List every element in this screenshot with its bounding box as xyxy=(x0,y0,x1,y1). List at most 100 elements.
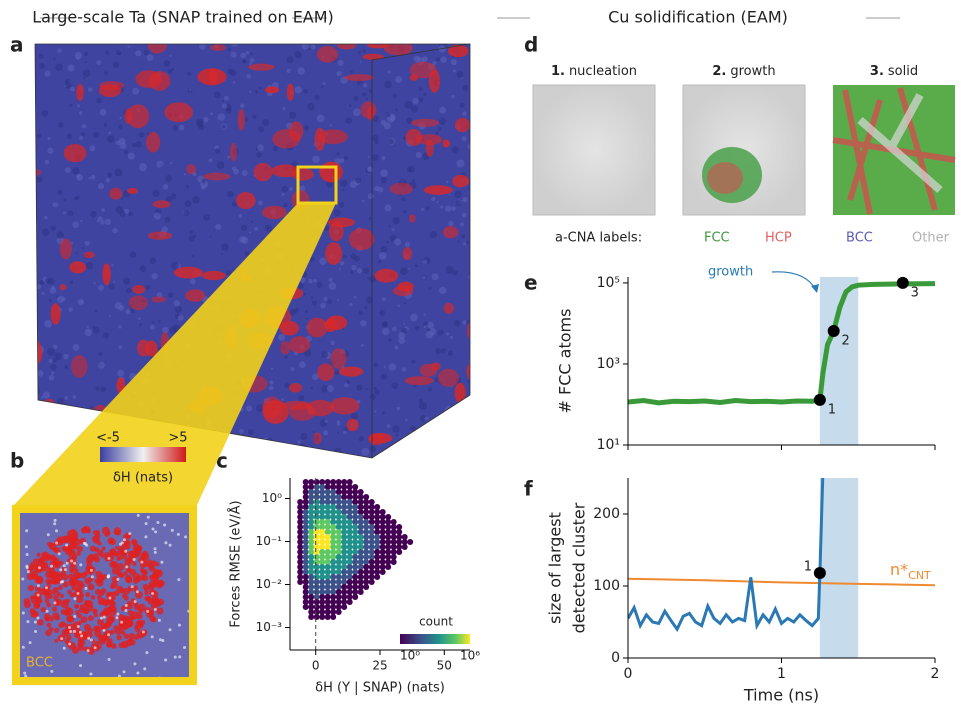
texture xyxy=(138,323,142,327)
texture xyxy=(67,64,75,72)
texture xyxy=(443,452,450,458)
texture xyxy=(330,340,335,345)
hex xyxy=(396,529,403,535)
hex xyxy=(346,534,353,540)
texture xyxy=(445,180,449,184)
hex xyxy=(324,599,331,605)
hex xyxy=(330,554,337,560)
hex xyxy=(346,569,353,575)
hex xyxy=(330,594,337,600)
hex xyxy=(330,579,337,585)
texture xyxy=(297,440,301,444)
hex xyxy=(396,524,403,530)
hex xyxy=(302,574,309,580)
texture xyxy=(221,100,224,103)
texture xyxy=(379,309,386,317)
texture xyxy=(108,131,112,135)
hex xyxy=(357,564,364,570)
hex xyxy=(330,534,337,540)
texture xyxy=(391,382,399,389)
texture xyxy=(186,184,190,189)
hex xyxy=(302,484,309,490)
hex xyxy=(308,599,315,605)
texture xyxy=(365,97,369,101)
hex xyxy=(346,544,353,550)
texture xyxy=(313,278,317,283)
atom xyxy=(67,589,72,595)
hex xyxy=(363,514,370,520)
texture xyxy=(164,216,171,223)
atom xyxy=(37,566,41,570)
texture xyxy=(398,337,406,345)
atom xyxy=(132,561,137,567)
atom xyxy=(136,671,140,675)
texture xyxy=(327,299,333,304)
texture xyxy=(349,70,353,74)
hex xyxy=(302,544,309,550)
texture xyxy=(423,313,426,316)
hex xyxy=(390,544,397,550)
hex xyxy=(335,489,342,495)
hex xyxy=(330,514,337,520)
atom xyxy=(116,634,122,641)
atom xyxy=(85,591,91,598)
hex xyxy=(352,484,359,490)
hex xyxy=(319,604,326,610)
texture xyxy=(104,71,108,76)
texture xyxy=(72,395,77,399)
texture xyxy=(368,89,373,93)
defect-cluster xyxy=(430,362,441,371)
inset-render xyxy=(12,505,197,685)
texture xyxy=(402,209,407,214)
texture xyxy=(299,361,306,368)
texture xyxy=(170,193,177,200)
defect-cluster xyxy=(416,134,443,145)
texture xyxy=(434,460,436,462)
texture xyxy=(311,373,319,381)
hex xyxy=(330,609,337,615)
texture xyxy=(343,426,349,432)
texture xyxy=(281,185,289,193)
atom xyxy=(155,601,162,607)
atom xyxy=(90,575,94,579)
texture xyxy=(264,224,273,232)
x-tick-label: 0 xyxy=(312,659,320,673)
texture xyxy=(107,172,113,178)
texture xyxy=(278,333,286,341)
atom xyxy=(57,552,61,556)
texture xyxy=(401,367,407,372)
texture xyxy=(115,140,121,146)
hex xyxy=(368,554,375,560)
texture xyxy=(386,111,389,114)
atom xyxy=(96,574,105,583)
texture xyxy=(258,126,265,133)
annotation-arrow xyxy=(771,271,817,291)
texture xyxy=(104,218,112,226)
hex xyxy=(341,589,348,595)
atom xyxy=(119,550,126,557)
atom xyxy=(73,615,77,619)
defect-cluster xyxy=(248,63,275,71)
defect-cluster xyxy=(185,289,206,302)
atom xyxy=(123,633,129,639)
atom xyxy=(102,628,106,632)
atom xyxy=(160,560,164,564)
atom xyxy=(24,674,28,678)
hex xyxy=(319,539,326,545)
texture xyxy=(401,197,406,202)
texture xyxy=(373,362,379,367)
panel-letter: c xyxy=(216,449,228,473)
texture xyxy=(203,213,211,221)
texture xyxy=(367,277,370,280)
hex xyxy=(319,514,326,520)
hex xyxy=(330,484,337,490)
atom xyxy=(139,567,145,573)
texture xyxy=(396,406,401,411)
texture xyxy=(53,57,56,61)
texture xyxy=(127,152,135,160)
hex xyxy=(319,584,326,590)
texture xyxy=(388,225,391,228)
hex xyxy=(313,529,320,535)
atom xyxy=(83,571,89,576)
texture xyxy=(167,69,173,74)
